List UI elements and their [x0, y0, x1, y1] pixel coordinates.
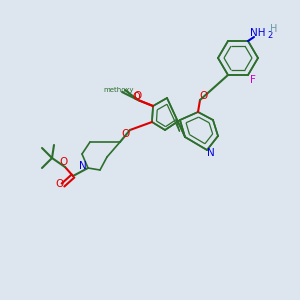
Text: O: O — [132, 92, 140, 102]
Text: H: H — [270, 24, 278, 34]
Text: O: O — [55, 179, 63, 189]
Text: O: O — [199, 91, 207, 101]
Text: NH: NH — [250, 28, 266, 38]
Text: N: N — [207, 148, 215, 158]
Text: F: F — [250, 75, 256, 85]
Text: methoxy: methoxy — [104, 87, 134, 93]
Text: O: O — [59, 157, 67, 167]
Text: O: O — [122, 129, 130, 139]
Text: N: N — [79, 161, 87, 171]
Text: 2: 2 — [267, 32, 273, 40]
Text: O: O — [134, 91, 142, 101]
